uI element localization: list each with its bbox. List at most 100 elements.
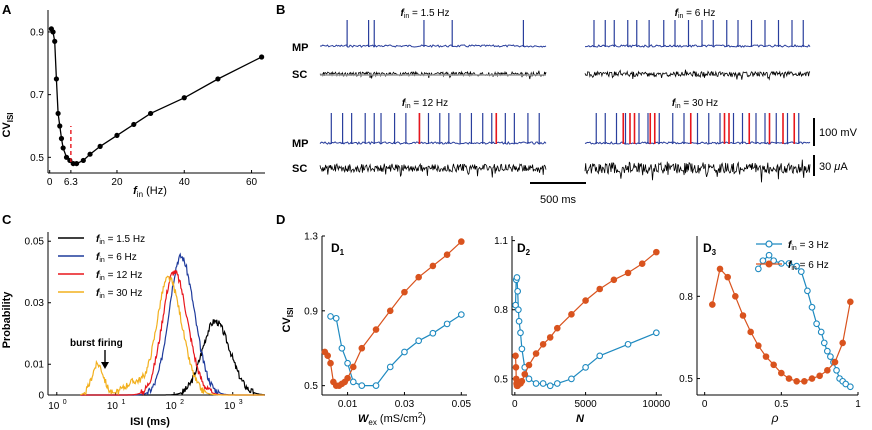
panel-c-x-tick-label: 10 bbox=[107, 401, 119, 412]
sc-label-bottom: SC bbox=[292, 163, 307, 175]
data-point-open bbox=[386, 363, 394, 371]
data-point-open bbox=[833, 366, 840, 374]
data-point-open bbox=[443, 320, 451, 328]
d2-y-tick-label: 0.5 bbox=[494, 374, 508, 385]
data-point-filled bbox=[653, 248, 660, 256]
data-point-filled bbox=[638, 260, 646, 267]
d3-x-tick-label: 0 bbox=[702, 399, 708, 410]
data-point-open bbox=[415, 337, 423, 345]
d1-x-tick-label: 0.05 bbox=[452, 399, 472, 410]
burst-firing-annotation: burst firing bbox=[70, 338, 123, 349]
data-point-open bbox=[372, 382, 380, 389]
panel-b: fin = 1.5 Hz fin = 6 Hz fin = 12 Hz fin … bbox=[292, 8, 858, 206]
panel-a-data-point bbox=[97, 143, 103, 149]
d2-x-tick-label: 0 bbox=[512, 399, 518, 410]
data-point-filled bbox=[415, 273, 422, 281]
data-point-filled bbox=[546, 334, 554, 341]
data-point-open bbox=[539, 380, 547, 387]
panel-a-y-tick-label: 0.5 bbox=[30, 153, 44, 164]
mp-trace-1 bbox=[319, 44, 547, 48]
panel-a-data-point bbox=[57, 123, 63, 129]
d3-x-tick-label: 0.5 bbox=[774, 399, 788, 410]
panel-a-data-point bbox=[87, 151, 93, 157]
panel-c-y-tick-label: 0.01 bbox=[25, 360, 45, 371]
data-point-filled bbox=[458, 238, 465, 245]
panel-a-y-tick-label: 0.7 bbox=[30, 90, 44, 101]
data-point-filled bbox=[624, 269, 632, 277]
panel-a-x-tick-label: 60 bbox=[246, 177, 258, 188]
panel-label-d: D bbox=[276, 212, 285, 227]
data-point-filled bbox=[755, 342, 762, 349]
panel-a-x-tick-label: 20 bbox=[111, 177, 123, 188]
mp-label-top: MP bbox=[292, 42, 309, 54]
panel-c-x-tick-exponent: 1 bbox=[121, 399, 125, 406]
legend-c-label-3: fin = 12 Hz bbox=[96, 270, 142, 282]
panel-label-a: A bbox=[2, 2, 12, 17]
panel-a-x-tick-label: 6.3 bbox=[64, 177, 78, 188]
panel-a-data-point bbox=[131, 121, 137, 128]
panel-label-d3: D3 bbox=[703, 241, 717, 257]
data-point-filled bbox=[762, 353, 770, 360]
data-point-open bbox=[513, 274, 521, 281]
data-point-filled bbox=[770, 361, 777, 369]
data-point-open bbox=[349, 378, 357, 386]
legend-d-marker-2 bbox=[765, 260, 773, 268]
legend-d-label-1: fin = 3 Hz bbox=[788, 240, 829, 252]
data-point-filled bbox=[739, 312, 747, 319]
panel-d-ylabel: CVISI bbox=[281, 307, 295, 332]
panel-c-legend: fin = 1.5 Hz fin = 6 Hz fin = 12 Hz fin … bbox=[58, 234, 145, 300]
panel-c-x-tick-label: 10 bbox=[224, 401, 236, 412]
data-point-filled bbox=[610, 276, 618, 284]
panel-a-data-point bbox=[52, 38, 58, 44]
data-point-filled bbox=[568, 311, 575, 318]
panel-a-data-point bbox=[53, 76, 60, 82]
data-point-open bbox=[327, 313, 334, 320]
legend-d-marker-1 bbox=[765, 240, 773, 248]
data-point-filled bbox=[596, 285, 604, 293]
panel-a-data-point bbox=[50, 29, 56, 35]
data-point-filled bbox=[808, 375, 816, 382]
data-point-filled bbox=[716, 265, 724, 273]
panel-d: CVISI 0.01 0.03 0.05 0.5 0.9 1.3 0 5000 10000 0.… bbox=[281, 232, 861, 428]
data-point-filled bbox=[401, 288, 408, 296]
legend-c-label-4: fin = 30 Hz bbox=[96, 288, 142, 300]
panel-c-x-tick-label: 10 bbox=[48, 401, 60, 412]
data-point-open bbox=[518, 345, 526, 353]
d1-y-tick-label: 0.5 bbox=[304, 381, 318, 392]
panel-a-data-point bbox=[63, 154, 70, 160]
panel-c-x-tick-exponent: 3 bbox=[239, 399, 243, 406]
data-point-open bbox=[514, 287, 522, 295]
panel-a-data-point bbox=[215, 76, 221, 82]
panel-label-d1: D1 bbox=[331, 241, 345, 257]
data-point-filled bbox=[709, 301, 716, 308]
panel-label-b: B bbox=[276, 2, 285, 17]
panel-a-x-tick-label: 0 bbox=[47, 177, 53, 188]
data-point-open bbox=[429, 329, 437, 337]
panel-a-series bbox=[48, 26, 265, 167]
data-point-filled bbox=[785, 375, 793, 382]
trace-title-2: fin = 6 Hz bbox=[675, 8, 716, 20]
data-point-filled bbox=[518, 377, 526, 385]
data-point-filled bbox=[512, 364, 520, 371]
burst-arrow-head bbox=[101, 362, 109, 369]
panel-c-ticks: 10 0 10 1 10 2 10 300.010.030.05 bbox=[25, 232, 265, 412]
trace-title-4: fin = 30 Hz bbox=[672, 98, 718, 110]
data-point-filled bbox=[525, 361, 533, 369]
time-scale-label: 500 ms bbox=[540, 194, 577, 206]
data-point-open bbox=[546, 382, 554, 390]
data-point-open bbox=[846, 383, 854, 391]
panel-a-data-point bbox=[58, 135, 65, 142]
panel-c-y-tick-label: 0.03 bbox=[25, 298, 45, 309]
panel-a-data-point bbox=[55, 110, 61, 117]
panel-d3-xlabel: ρ bbox=[771, 411, 779, 425]
data-point-open bbox=[596, 352, 604, 360]
data-point-open bbox=[652, 329, 660, 337]
data-point-filled bbox=[816, 372, 823, 380]
data-point-filled bbox=[839, 339, 846, 347]
panel-a-x-tick-label: 40 bbox=[179, 177, 191, 188]
panel-d2-xlabel: N bbox=[576, 413, 585, 425]
panel-d1-chart: 0.01 0.03 0.05 0.5 0.9 1.3 bbox=[304, 232, 471, 411]
panel-a-y-tick-label: 0.9 bbox=[30, 27, 44, 38]
data-point-open bbox=[827, 353, 834, 360]
